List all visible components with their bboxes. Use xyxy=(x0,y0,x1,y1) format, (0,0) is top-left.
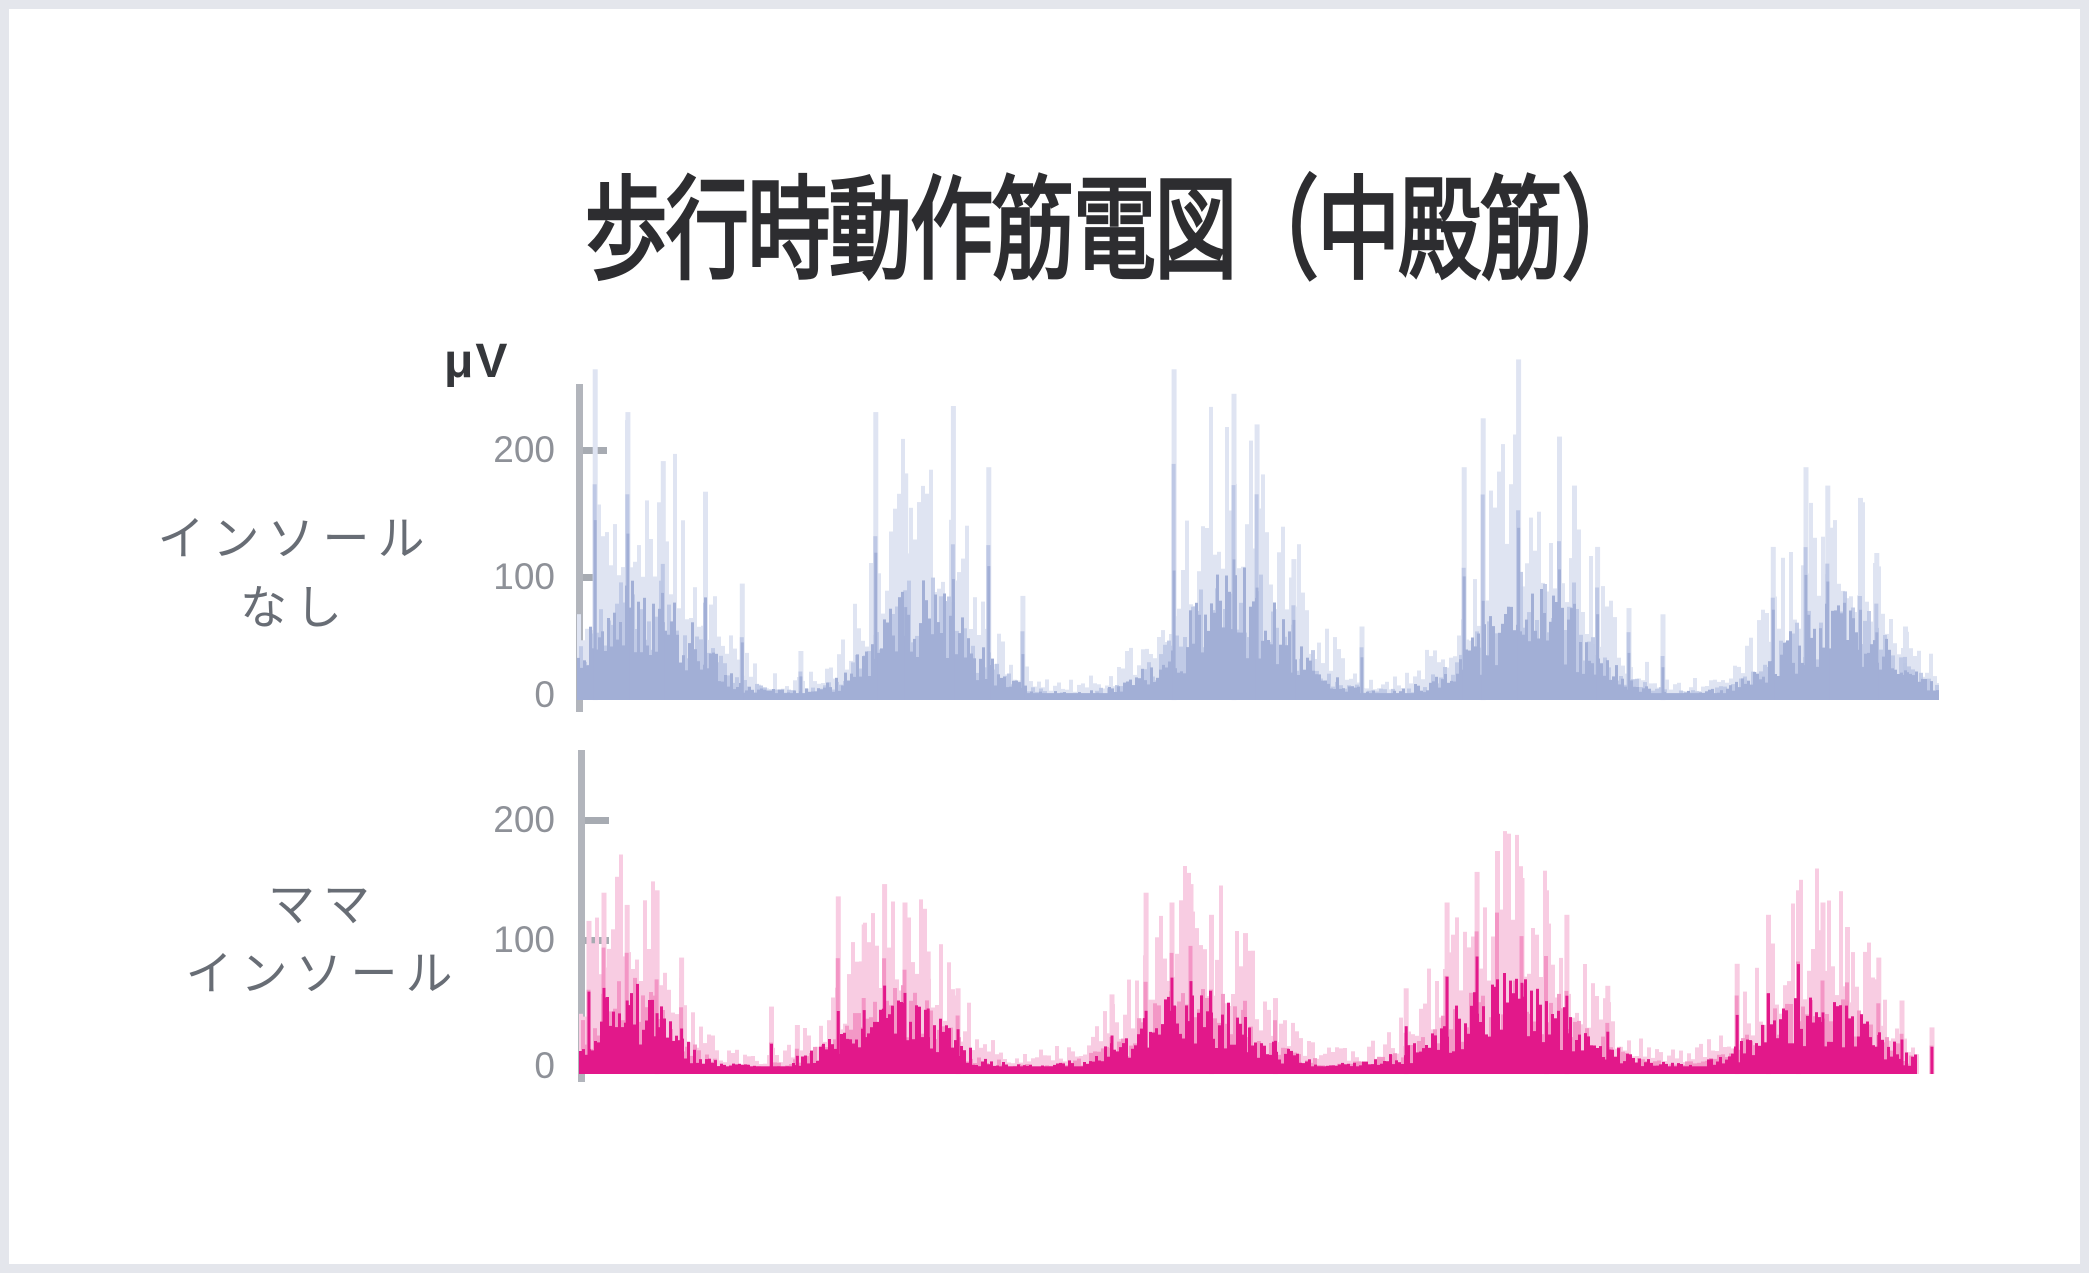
top-ytick-0: 0 xyxy=(534,674,555,715)
bottom-tickmark-200 xyxy=(585,817,609,824)
emg-trace-mama-insole xyxy=(579,831,1935,1075)
bottom-y-axis-line xyxy=(578,750,585,1082)
series-label-no-insole-line1: インソール xyxy=(157,512,433,565)
series-label-mama-insole-line1: ママ xyxy=(268,878,378,931)
figure-title: 歩行時動作筋電図（中殿筋） xyxy=(584,168,1645,293)
y-axis-unit-label: μV xyxy=(444,335,510,388)
series-label-no-insole: インソール なし xyxy=(55,504,535,642)
series-label-mama-insole: ママ インソール xyxy=(88,870,558,1008)
top-y-axis-line xyxy=(576,384,583,712)
series-label-no-insole-line2: なし xyxy=(240,581,350,634)
bottom-ytick-100: 100 xyxy=(493,919,555,960)
bottom-ytick-0: 0 xyxy=(534,1045,555,1086)
series-label-mama-insole-line2: インソール xyxy=(185,947,461,1000)
top-ytick-100: 100 xyxy=(493,556,555,597)
bottom-ytick-200: 200 xyxy=(493,799,555,840)
emg-trace-no-insole xyxy=(577,359,1939,701)
top-ytick-200: 200 xyxy=(493,429,555,470)
